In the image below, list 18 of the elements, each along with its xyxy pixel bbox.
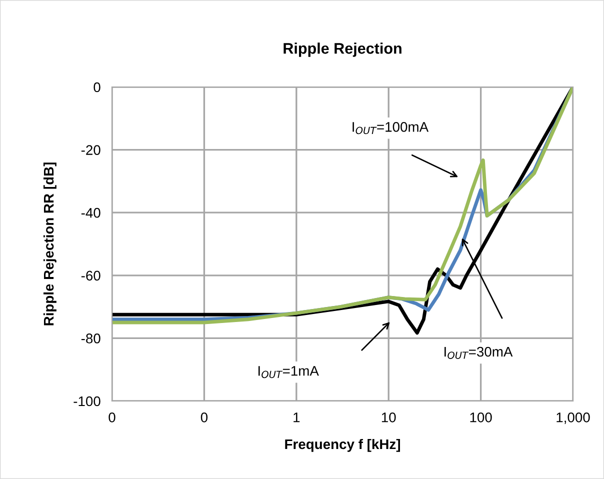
y-tick-label: -80 — [81, 334, 100, 344]
x-tick-label: 1,000 — [556, 412, 590, 424]
y-tick-label: 0 — [94, 82, 100, 92]
x-tick-label: 0 — [108, 412, 116, 422]
x-tick-label: 10 — [382, 412, 396, 422]
annotation: I$_{OUT}$=1mA — [258, 366, 319, 378]
x-tick-label: 1 — [294, 412, 300, 422]
x-tick-label: 100 — [470, 412, 492, 422]
y-tick-label: -40 — [81, 208, 100, 218]
x-axis-title: Frequency f [kHz] — [285, 438, 400, 452]
annotation: I$_{OUT}$=30mA — [444, 346, 513, 359]
chart-title: Ripple Rejection — [284, 42, 402, 57]
y-tick-label: -100 — [74, 396, 100, 406]
x-tick-label: 0 — [200, 412, 208, 422]
y-axis-title: Ripple Rejection RR [dB] — [43, 162, 56, 326]
y-tick-label: -60 — [81, 270, 100, 281]
annotation: I$_{OUT}$=100mA — [352, 122, 429, 134]
y-tick-label: -20 — [81, 145, 100, 155]
